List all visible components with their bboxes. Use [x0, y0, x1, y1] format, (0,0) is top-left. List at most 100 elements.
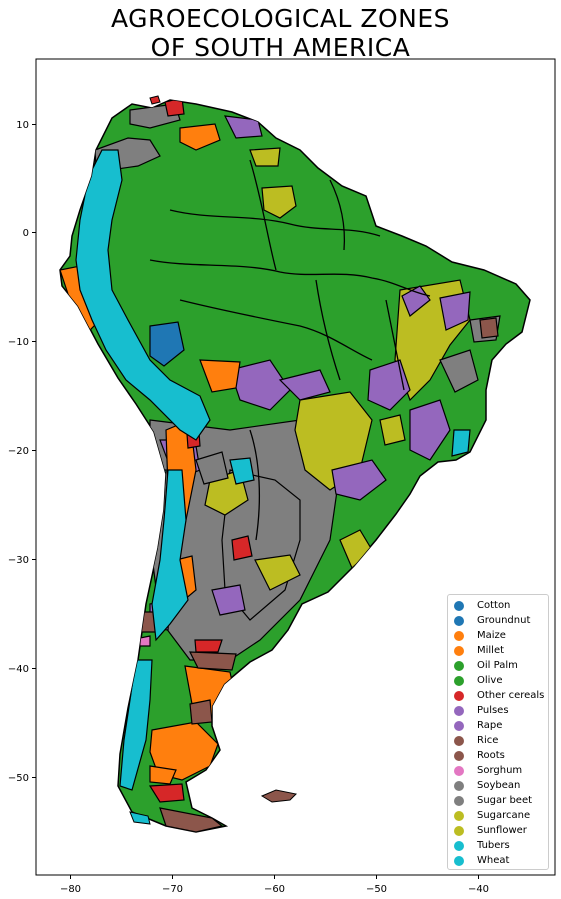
- legend-marker: [454, 690, 464, 701]
- legend-item: Sunflower: [454, 823, 544, 838]
- caribbean-island: [149, 95, 161, 105]
- legend-label: Sunflower: [477, 825, 527, 836]
- legend-marker: [454, 780, 464, 791]
- legend-marker: [454, 795, 464, 806]
- zone-purple-argentina: [211, 584, 246, 616]
- zone-orange-venezuela: [179, 123, 221, 151]
- boundary-line-north: [169, 209, 381, 237]
- x-tick-label: −70: [162, 884, 183, 895]
- zone-pink-chile: [139, 635, 151, 647]
- y-tick-label: −40: [8, 664, 29, 675]
- legend-label: Rice: [477, 735, 499, 746]
- legend-item: Groundnut: [454, 613, 544, 628]
- zone-purple-bolivia: [229, 359, 291, 411]
- y-tick-label: −20: [8, 446, 29, 457]
- legend-label: Sugarcane: [477, 810, 531, 821]
- zone-olive-minas: [379, 414, 406, 446]
- y-axis-ticks: [32, 124, 36, 778]
- falkland-islands: [260, 789, 298, 803]
- y-tick-label: 0: [23, 228, 29, 239]
- legend-item: Pulses: [454, 703, 544, 718]
- legend-marker: [454, 810, 464, 821]
- y-tick-label: 10: [16, 120, 29, 131]
- legend-item: Sorghum: [454, 763, 544, 778]
- legend-marker: [454, 660, 464, 671]
- map-title-line-1: AGROECOLOGICAL ZONES: [110, 4, 451, 33]
- zone-olive-uruguay: [254, 554, 301, 591]
- x-tick-label: −50: [366, 884, 387, 895]
- legend-label: Rape: [477, 720, 503, 731]
- legend: Cotton Groundnut Maize Millet Oil Palm Olive O…: [447, 594, 549, 870]
- zone-orange-patagonia-south: [149, 721, 219, 781]
- legend-label: Sorghum: [477, 765, 523, 776]
- legend-marker: [454, 615, 464, 626]
- x-tick-label: −80: [60, 884, 81, 895]
- boundary-line-central: [179, 299, 373, 361]
- legend-label: Tubers: [477, 840, 510, 851]
- legend-item: Other cereals: [454, 688, 544, 703]
- zone-purple-mato-grosso: [278, 369, 331, 401]
- zone-olive-north: [261, 185, 297, 219]
- legend-marker: [454, 675, 464, 686]
- legend-item: Sugarcane: [454, 808, 544, 823]
- legend-label: Wheat: [477, 855, 510, 866]
- zone-purple-central-east: [367, 359, 411, 411]
- amazon-river: [149, 259, 431, 297]
- map-title-line-2: OF SOUTH AMERICA: [150, 33, 411, 62]
- legend-marker: [454, 645, 464, 656]
- legend-marker: [454, 750, 464, 761]
- zone-purple-ne2: [439, 291, 471, 331]
- legend-item: Oil Palm: [454, 658, 544, 673]
- zone-red-tierra-del-fuego: [148, 783, 185, 803]
- x-axis-ticks: [70, 875, 479, 879]
- zone-purple-ne1: [401, 285, 431, 317]
- legend-marker: [454, 765, 464, 776]
- legend-label: Sugar beet: [477, 795, 533, 806]
- zone-cyan-southeast: [451, 429, 471, 457]
- boundary-line-guiana: [329, 179, 346, 251]
- y-tick-label: −10: [8, 337, 29, 348]
- legend-item: Tubers: [454, 838, 544, 853]
- legend-label: Pulses: [477, 705, 509, 716]
- zone-red-argentina: [231, 535, 253, 561]
- legend-marker: [454, 705, 464, 716]
- zone-cyan-chaco: [229, 457, 255, 485]
- legend-item: Rape: [454, 718, 544, 733]
- legend-marker: [454, 720, 464, 731]
- x-tick-label: −60: [264, 884, 285, 895]
- boundary-line-madeira: [315, 279, 341, 381]
- zone-olive-northeast: [249, 147, 281, 167]
- cape-horn-islands: [129, 811, 151, 825]
- legend-marker: [454, 855, 464, 866]
- legend-marker: [454, 630, 464, 641]
- legend-label: Other cereals: [477, 690, 545, 701]
- zone-brown-patagonia: [189, 651, 237, 671]
- legend-marker: [454, 825, 464, 836]
- legend-marker: [454, 735, 464, 746]
- legend-item: Rice: [454, 733, 544, 748]
- zone-orange-bolivia: [199, 359, 241, 393]
- zone-gray-bahia: [439, 349, 479, 393]
- zone-blue-peru: [149, 321, 185, 367]
- zone-purple-southeast: [409, 399, 451, 461]
- zone-red-north-tip: [164, 100, 185, 117]
- zone-red-neuquen: [194, 639, 223, 653]
- x-tick-label: −40: [468, 884, 489, 895]
- zone-gray-chaco: [195, 451, 229, 485]
- legend-item: Sugar beet: [454, 793, 544, 808]
- legend-item: Millet: [454, 643, 544, 658]
- legend-label: Olive: [477, 675, 503, 686]
- legend-item: Roots: [454, 748, 544, 763]
- boundary-line-tocantins: [385, 299, 405, 391]
- legend-label: Roots: [477, 750, 505, 761]
- zone-purple-caribbean: [223, 115, 263, 139]
- zone-purple-parana: [331, 459, 387, 501]
- legend-item: Cotton: [454, 598, 544, 613]
- legend-item: Olive: [454, 673, 544, 688]
- legend-label: Millet: [477, 645, 505, 656]
- legend-item: Wheat: [454, 853, 544, 868]
- map-title: AGROECOLOGICAL ZONES OF SOUTH AMERICA: [0, 4, 561, 62]
- y-tick-label: −50: [8, 773, 29, 784]
- zone-cyan-andes-south: [119, 659, 153, 791]
- zone-cyan-andes-north: [75, 149, 211, 441]
